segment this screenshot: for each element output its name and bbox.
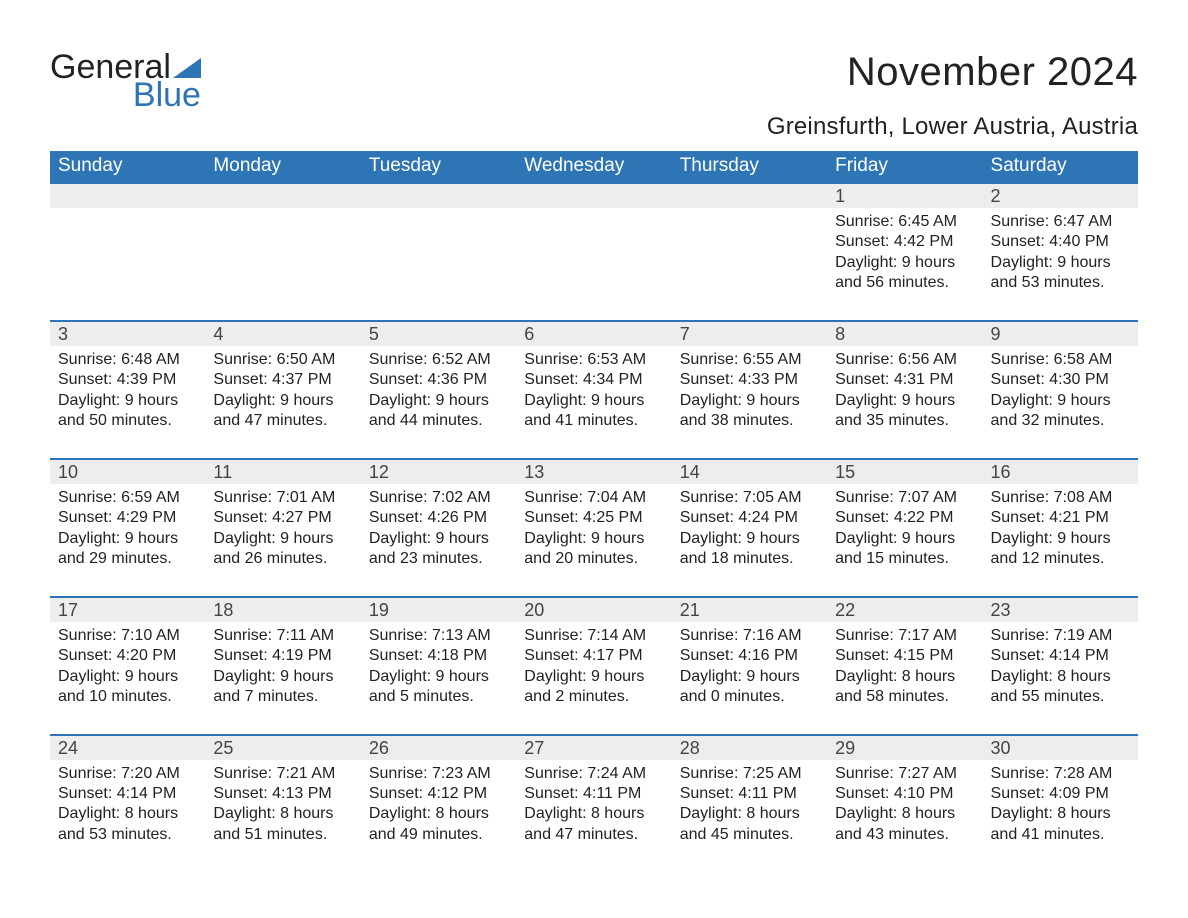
day-detail-cell: Sunrise: 6:55 AMSunset: 4:33 PMDaylight:… [672, 346, 827, 459]
day-detail-cell: Sunrise: 7:08 AMSunset: 4:21 PMDaylight:… [983, 484, 1138, 597]
day-detail-cell: Sunrise: 7:17 AMSunset: 4:15 PMDaylight:… [827, 622, 982, 735]
day-detail-row: Sunrise: 6:48 AMSunset: 4:39 PMDaylight:… [50, 346, 1138, 459]
day-detail-cell: Sunrise: 6:58 AMSunset: 4:30 PMDaylight:… [983, 346, 1138, 459]
weekday-header: Thursday [672, 151, 827, 183]
day-number-row: 17181920212223 [50, 597, 1138, 622]
day-detail-cell: Sunrise: 7:21 AMSunset: 4:13 PMDaylight:… [205, 760, 360, 854]
day-number-cell: 11 [205, 459, 360, 484]
day-detail-cell: Sunrise: 7:24 AMSunset: 4:11 PMDaylight:… [516, 760, 671, 854]
day-detail-cell [672, 208, 827, 321]
brand-triangle-icon [173, 58, 201, 78]
day-detail-cell [361, 208, 516, 321]
location-subtitle: Greinsfurth, Lower Austria, Austria [767, 113, 1138, 141]
day-number-cell: 29 [827, 735, 982, 760]
day-detail-cell: Sunrise: 7:14 AMSunset: 4:17 PMDaylight:… [516, 622, 671, 735]
day-detail-cell: Sunrise: 7:19 AMSunset: 4:14 PMDaylight:… [983, 622, 1138, 735]
day-number-cell: 8 [827, 321, 982, 346]
day-number-cell: 17 [50, 597, 205, 622]
day-detail-cell: Sunrise: 7:04 AMSunset: 4:25 PMDaylight:… [516, 484, 671, 597]
day-number-cell: 5 [361, 321, 516, 346]
day-number-cell: 22 [827, 597, 982, 622]
day-number-cell: 30 [983, 735, 1138, 760]
day-number-cell [361, 183, 516, 208]
day-number-cell: 15 [827, 459, 982, 484]
day-number-cell [205, 183, 360, 208]
day-detail-cell [205, 208, 360, 321]
calendar-table: Sunday Monday Tuesday Wednesday Thursday… [50, 151, 1138, 853]
day-detail-cell: Sunrise: 6:59 AMSunset: 4:29 PMDaylight:… [50, 484, 205, 597]
day-detail-row: Sunrise: 7:10 AMSunset: 4:20 PMDaylight:… [50, 622, 1138, 735]
day-number-cell: 20 [516, 597, 671, 622]
title-block: November 2024 Greinsfurth, Lower Austria… [767, 50, 1138, 141]
day-detail-cell: Sunrise: 7:02 AMSunset: 4:26 PMDaylight:… [361, 484, 516, 597]
day-detail-cell: Sunrise: 7:05 AMSunset: 4:24 PMDaylight:… [672, 484, 827, 597]
day-detail-cell: Sunrise: 6:48 AMSunset: 4:39 PMDaylight:… [50, 346, 205, 459]
brand-part2: Blue [50, 78, 201, 112]
day-number-cell: 24 [50, 735, 205, 760]
day-number-cell: 6 [516, 321, 671, 346]
day-number-cell [516, 183, 671, 208]
day-detail-row: Sunrise: 7:20 AMSunset: 4:14 PMDaylight:… [50, 760, 1138, 854]
day-number-cell: 21 [672, 597, 827, 622]
day-number-cell: 26 [361, 735, 516, 760]
day-number-cell: 12 [361, 459, 516, 484]
weekday-header: Saturday [983, 151, 1138, 183]
day-detail-cell: Sunrise: 7:01 AMSunset: 4:27 PMDaylight:… [205, 484, 360, 597]
weekday-header: Tuesday [361, 151, 516, 183]
day-number-cell: 10 [50, 459, 205, 484]
day-number-cell: 4 [205, 321, 360, 346]
day-detail-cell: Sunrise: 7:11 AMSunset: 4:19 PMDaylight:… [205, 622, 360, 735]
day-detail-cell: Sunrise: 6:45 AMSunset: 4:42 PMDaylight:… [827, 208, 982, 321]
day-detail-cell: Sunrise: 7:16 AMSunset: 4:16 PMDaylight:… [672, 622, 827, 735]
weekday-header: Wednesday [516, 151, 671, 183]
day-detail-cell [50, 208, 205, 321]
brand-logo: General Blue [50, 50, 201, 112]
weekday-header: Sunday [50, 151, 205, 183]
day-detail-cell [516, 208, 671, 321]
day-detail-cell: Sunrise: 7:13 AMSunset: 4:18 PMDaylight:… [361, 622, 516, 735]
calendar-body: 12 Sunrise: 6:45 AMSunset: 4:42 PMDaylig… [50, 183, 1138, 853]
day-number-cell [50, 183, 205, 208]
day-number-row: 24252627282930 [50, 735, 1138, 760]
day-number-cell [672, 183, 827, 208]
day-detail-cell: Sunrise: 7:20 AMSunset: 4:14 PMDaylight:… [50, 760, 205, 854]
month-title: November 2024 [767, 50, 1138, 95]
day-number-cell: 1 [827, 183, 982, 208]
day-number-cell: 16 [983, 459, 1138, 484]
day-number-cell: 25 [205, 735, 360, 760]
day-number-cell: 3 [50, 321, 205, 346]
day-number-cell: 19 [361, 597, 516, 622]
day-number-row: 10111213141516 [50, 459, 1138, 484]
day-detail-cell: Sunrise: 6:50 AMSunset: 4:37 PMDaylight:… [205, 346, 360, 459]
weekday-header: Friday [827, 151, 982, 183]
day-detail-cell: Sunrise: 7:27 AMSunset: 4:10 PMDaylight:… [827, 760, 982, 854]
day-number-cell: 28 [672, 735, 827, 760]
weekday-header-row: Sunday Monday Tuesday Wednesday Thursday… [50, 151, 1138, 183]
day-detail-cell: Sunrise: 6:52 AMSunset: 4:36 PMDaylight:… [361, 346, 516, 459]
day-detail-row: Sunrise: 6:59 AMSunset: 4:29 PMDaylight:… [50, 484, 1138, 597]
day-number-row: 3456789 [50, 321, 1138, 346]
day-detail-cell: Sunrise: 7:10 AMSunset: 4:20 PMDaylight:… [50, 622, 205, 735]
day-detail-cell: Sunrise: 6:47 AMSunset: 4:40 PMDaylight:… [983, 208, 1138, 321]
day-detail-cell: Sunrise: 7:28 AMSunset: 4:09 PMDaylight:… [983, 760, 1138, 854]
day-detail-cell: Sunrise: 7:23 AMSunset: 4:12 PMDaylight:… [361, 760, 516, 854]
header-bar: General Blue November 2024 Greinsfurth, … [50, 50, 1138, 141]
day-detail-cell: Sunrise: 7:25 AMSunset: 4:11 PMDaylight:… [672, 760, 827, 854]
day-detail-cell: Sunrise: 7:07 AMSunset: 4:22 PMDaylight:… [827, 484, 982, 597]
day-detail-cell: Sunrise: 6:53 AMSunset: 4:34 PMDaylight:… [516, 346, 671, 459]
day-number-cell: 18 [205, 597, 360, 622]
day-detail-row: Sunrise: 6:45 AMSunset: 4:42 PMDaylight:… [50, 208, 1138, 321]
day-detail-cell: Sunrise: 6:56 AMSunset: 4:31 PMDaylight:… [827, 346, 982, 459]
day-number-cell: 2 [983, 183, 1138, 208]
day-number-cell: 9 [983, 321, 1138, 346]
day-number-cell: 27 [516, 735, 671, 760]
day-number-cell: 14 [672, 459, 827, 484]
day-number-cell: 23 [983, 597, 1138, 622]
day-number-cell: 13 [516, 459, 671, 484]
day-number-row: 12 [50, 183, 1138, 208]
weekday-header: Monday [205, 151, 360, 183]
day-number-cell: 7 [672, 321, 827, 346]
